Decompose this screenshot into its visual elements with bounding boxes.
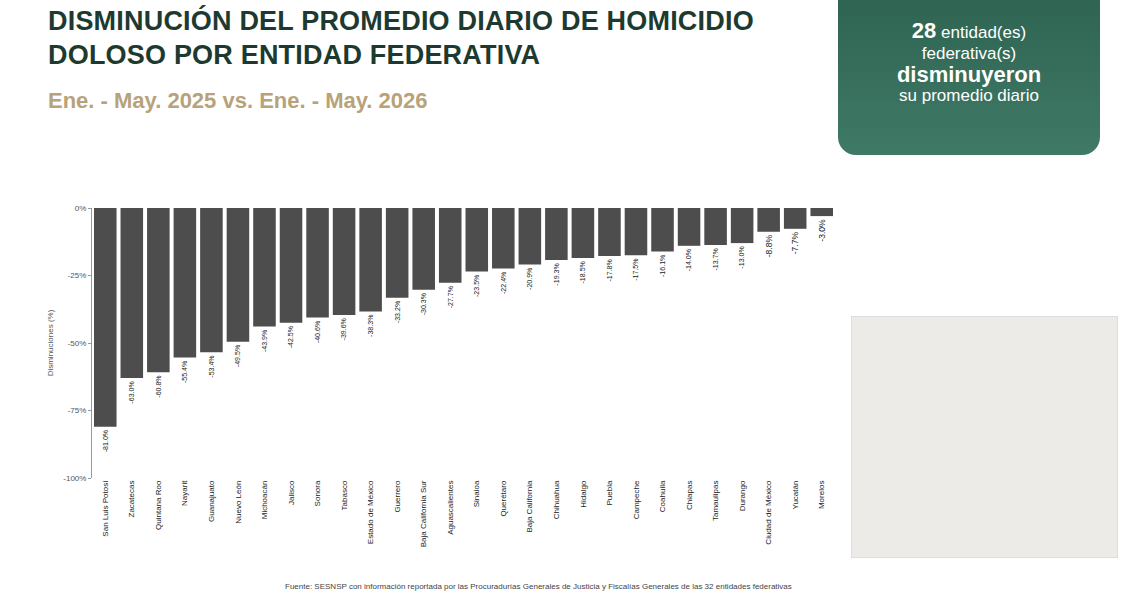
svg-text:Chihuahua: Chihuahua <box>552 480 561 519</box>
svg-text:-16.1%: -16.1% <box>659 254 666 277</box>
svg-text:Durango: Durango <box>738 480 747 511</box>
svg-text:Puebla: Puebla <box>605 480 614 505</box>
svg-text:Disminuciones (%): Disminuciones (%) <box>46 309 55 376</box>
svg-text:Yucatán: Yucatán <box>791 481 800 510</box>
svg-text:-20.9%: -20.9% <box>526 267 533 290</box>
svg-text:Campeche: Campeche <box>632 480 641 519</box>
svg-text:Ciudad de México: Ciudad de México <box>764 480 773 545</box>
svg-text:Tabasco: Tabasco <box>340 480 349 510</box>
svg-text:-13.0%: -13.0% <box>738 246 745 269</box>
svg-text:Coahuila: Coahuila <box>658 480 667 512</box>
html-text:Fuente: SESNSP con información: Fuente: SESNSP con información reportada… <box>285 582 792 591</box>
svg-text:Nuevo León: Nuevo León <box>234 481 243 524</box>
svg-text:Chiapas: Chiapas <box>685 481 694 510</box>
html-text:DISMINUCIÓN DEL PROMEDIO DIARI: DISMINUCIÓN DEL PROMEDIO DIARIO DE HOMIC… <box>48 6 754 70</box>
svg-text:-39.6%: -39.6% <box>340 317 347 340</box>
svg-text:-14.0%: -14.0% <box>685 248 692 271</box>
svg-text:-49.5%: -49.5% <box>234 344 241 367</box>
svg-text:Baja California Sur: Baja California Sur <box>419 480 428 547</box>
svg-text:-38.3%: -38.3% <box>367 314 374 337</box>
svg-text:-27.7%: -27.7% <box>447 285 454 308</box>
svg-text:Estado de México: Estado de México <box>366 480 375 544</box>
svg-text:Zacatecas: Zacatecas <box>127 481 136 518</box>
svg-text:-50%: -50% <box>68 339 87 348</box>
svg-text:Aguascalientes: Aguascalientes <box>446 481 455 535</box>
svg-text:Hidalgo: Hidalgo <box>579 480 588 508</box>
svg-text:Guanajuato: Guanajuato <box>207 480 216 522</box>
svg-text:-19.3%: -19.3% <box>553 263 560 286</box>
html-text:disminuyeron: disminuyeron <box>896 62 1042 87</box>
svg-text:Jalisco: Jalisco <box>287 480 296 505</box>
svg-text:-3.0%: -3.0% <box>817 219 827 242</box>
svg-text:Guerrero: Guerrero <box>393 480 402 513</box>
svg-text:-40.6%: -40.6% <box>314 320 321 343</box>
svg-text:-7.7%: -7.7% <box>790 232 800 255</box>
svg-text:Michoacán: Michoacán <box>260 481 269 520</box>
svg-text:-18.5%: -18.5% <box>579 260 586 283</box>
svg-text:-17.8%: -17.8% <box>606 259 613 282</box>
svg-text:0%: 0% <box>75 204 87 213</box>
svg-text:-22.4%: -22.4% <box>500 271 507 294</box>
svg-text:-8.8%: -8.8% <box>764 235 774 258</box>
svg-text:-42.5%: -42.5% <box>287 325 294 348</box>
svg-text:-100%: -100% <box>63 474 86 483</box>
svg-text:Nayarit: Nayarit <box>180 480 189 506</box>
svg-text:-13.7%: -13.7% <box>712 247 719 270</box>
svg-text:Baja California: Baja California <box>525 480 534 533</box>
svg-text:-81.0%: -81.0% <box>102 429 109 452</box>
svg-text:-30.3%: -30.3% <box>420 292 427 315</box>
svg-text:-63.0%: -63.0% <box>128 381 135 404</box>
svg-text:Tamaulipas: Tamaulipas <box>711 481 720 521</box>
svg-text:-23.5%: -23.5% <box>473 274 480 297</box>
svg-text:-55.4%: -55.4% <box>181 360 188 383</box>
html-text:su promedio diario: su promedio diario <box>899 86 1039 105</box>
svg-text:-43.9%: -43.9% <box>261 329 268 352</box>
html-text:Ene. - May. 2025 vs. Ene. - Ma: Ene. - May. 2025 vs. Ene. - May. 2026 <box>48 88 428 113</box>
svg-text:Sinaloa: Sinaloa <box>472 480 481 507</box>
svg-text:Quintana Roo: Quintana Roo <box>154 480 163 530</box>
svg-text:Morelos: Morelos <box>817 481 826 509</box>
svg-text:-53.4%: -53.4% <box>208 355 215 378</box>
html-text:28entidad(es): 28entidad(es) <box>911 18 1027 43</box>
svg-text:-33.2%: -33.2% <box>394 300 401 323</box>
svg-text:-60.8%: -60.8% <box>155 375 162 398</box>
svg-text:-17.5%: -17.5% <box>632 258 639 281</box>
svg-text:-75%: -75% <box>68 406 87 415</box>
svg-text:San Luis Potosí: San Luis Potosí <box>101 480 110 537</box>
svg-text:-25%: -25% <box>68 271 87 280</box>
svg-text:Querétaro: Querétaro <box>499 480 508 517</box>
html-text:federativa(s): federativa(s) <box>921 44 1017 63</box>
svg-text:Sonora: Sonora <box>313 480 322 506</box>
